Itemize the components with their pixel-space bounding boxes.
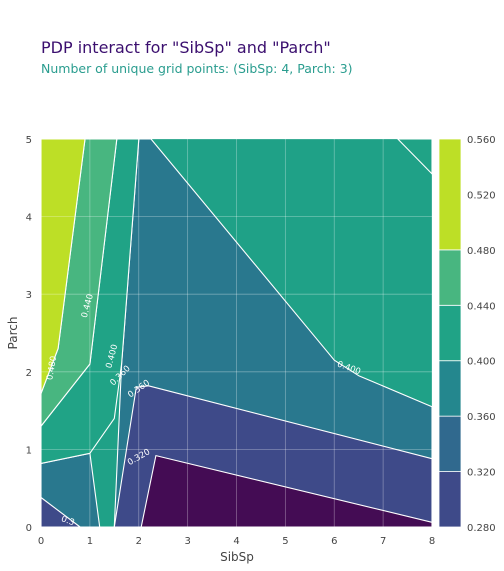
x-axis-ticks: 0 1 2 3 4 5 6 7 8 xyxy=(38,536,435,547)
colorbar-band xyxy=(438,249,462,306)
colorbar-tick-label: 0.520 xyxy=(467,190,496,201)
y-tick-label: 2 xyxy=(26,368,32,379)
colorbar-band xyxy=(438,138,462,251)
contour-label: 0.480 xyxy=(45,355,59,381)
x-axis-title: SibSp xyxy=(220,550,254,564)
y-tick-label: 5 xyxy=(26,135,32,146)
contour-region xyxy=(397,138,433,175)
colorbar-tick-label: 0.280 xyxy=(467,523,496,534)
x-tick-label: 1 xyxy=(87,536,93,547)
x-tick-label: 8 xyxy=(429,536,435,547)
colorbar-tick-label: 0.400 xyxy=(467,357,496,368)
grid-lines xyxy=(40,138,433,528)
colorbar-band xyxy=(438,471,462,528)
colorbar-tick-label: 0.480 xyxy=(467,246,496,257)
y-tick-label: 3 xyxy=(26,290,32,301)
colorbar-tick-label: 0.360 xyxy=(467,412,496,423)
y-tick-label: 4 xyxy=(26,213,32,224)
colorbar-tick-label: 0.560 xyxy=(467,135,496,146)
x-tick-label: 2 xyxy=(136,536,142,547)
contour-regions xyxy=(40,138,433,528)
x-tick-label: 4 xyxy=(233,536,239,547)
y-tick-label: 1 xyxy=(26,445,32,456)
x-tick-label: 6 xyxy=(331,536,337,547)
colorbar-band xyxy=(438,415,462,472)
chart-title: PDP interact for "SibSp" and "Parch" xyxy=(41,38,331,57)
contour-region xyxy=(40,496,81,528)
y-axis-ticks: 0 1 2 3 4 5 xyxy=(26,135,32,534)
chart-subtitle: Number of unique grid points: (SibSp: 4,… xyxy=(41,61,353,76)
y-tick-label: 0 xyxy=(26,523,32,534)
contour-label: 0.3 xyxy=(60,514,76,528)
x-tick-label: 3 xyxy=(184,536,190,547)
contour-region xyxy=(140,455,433,528)
contour-region xyxy=(40,138,86,395)
colorbar-band xyxy=(438,304,462,362)
x-tick-label: 0 xyxy=(38,536,44,547)
x-tick-label: 5 xyxy=(282,536,288,547)
colorbar: 0.280 0.320 0.360 0.400 0.440 0.480 0.520 0.560 xyxy=(438,135,496,534)
colorbar-tick-label: 0.320 xyxy=(467,468,496,479)
y-axis-title: Parch xyxy=(6,317,20,350)
colorbar-tick-label: 0.440 xyxy=(467,301,496,312)
colorbar-band xyxy=(438,360,462,417)
x-tick-label: 7 xyxy=(380,536,386,547)
